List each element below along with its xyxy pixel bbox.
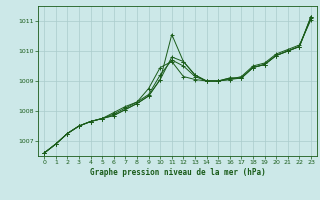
X-axis label: Graphe pression niveau de la mer (hPa): Graphe pression niveau de la mer (hPa) <box>90 168 266 177</box>
